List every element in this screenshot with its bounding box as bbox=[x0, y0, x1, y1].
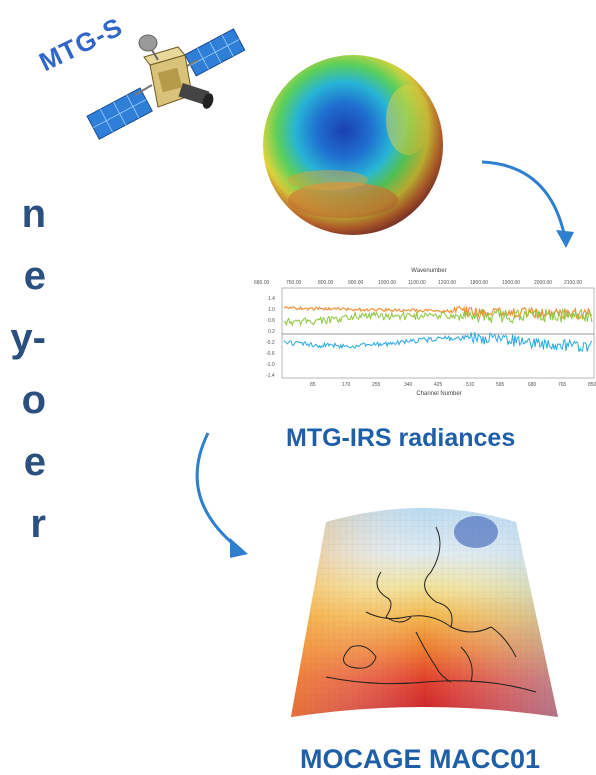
plot-y-tick: 1.4 bbox=[268, 296, 275, 302]
series-green bbox=[283, 307, 593, 327]
left-text-line: r bbox=[30, 502, 46, 546]
plot-top-tick: 1000.00 bbox=[378, 280, 396, 286]
left-text-line: e bbox=[23, 254, 46, 298]
plot-bottom-tick: 680 bbox=[528, 382, 537, 388]
plot-y-tick: 0.6 bbox=[268, 318, 275, 324]
caption-irs-radiances: MTG-IRS radiances bbox=[286, 424, 516, 452]
left-text-line: y- bbox=[10, 316, 46, 360]
plot-frame bbox=[281, 287, 595, 379]
plot-top-tick: 900.00 bbox=[348, 280, 364, 286]
plot-top-tick: 680.00 bbox=[254, 280, 270, 286]
plot-bottom-ticks: 85 170 255 340 425 510 595 680 765 850 bbox=[310, 382, 596, 388]
series-orange bbox=[283, 305, 593, 320]
caption-mocage: MOCAGE MACC01 bbox=[300, 744, 541, 774]
plot-bottom-tick: 510 bbox=[466, 382, 475, 388]
plot-bottom-tick: 595 bbox=[496, 382, 505, 388]
left-text-line: n bbox=[21, 192, 46, 236]
plot-bottom-tick: 850 bbox=[588, 382, 596, 388]
plot-top-tick: 1200.00 bbox=[438, 280, 456, 286]
radiance-spectrum-plot: Wavenumber 680.00 750.00 800.00 900.00 1… bbox=[244, 264, 596, 398]
plot-top-axis-title: Wavenumber bbox=[411, 268, 446, 274]
plot-top-ticks: 680.00 750.00 800.00 900.00 1000.00 1100… bbox=[254, 280, 582, 286]
plot-bottom-tick: 765 bbox=[558, 382, 567, 388]
plot-top-tick: 750.00 bbox=[286, 280, 302, 286]
plot-bottom-tick: 170 bbox=[342, 382, 351, 388]
arrow-globe-to-plot bbox=[481, 160, 574, 248]
plot-y-tick: 1.0 bbox=[268, 307, 275, 313]
arrow-plot-to-map bbox=[195, 432, 248, 558]
plot-bottom-tick: 85 bbox=[310, 382, 316, 388]
plot-y-tick: -0.6 bbox=[266, 351, 275, 357]
left-text-line: o bbox=[21, 378, 46, 422]
plot-bottom-tick: 425 bbox=[434, 382, 443, 388]
left-text-block: n e y- o e r bbox=[0, 183, 46, 555]
plot-y-tick: -1.4 bbox=[266, 373, 275, 379]
left-text-line: e bbox=[23, 440, 46, 484]
plot-bottom-axis-title: Channel Number bbox=[416, 391, 461, 397]
plot-y-tick: -0.2 bbox=[266, 340, 275, 346]
plot-top-tick: 2100.00 bbox=[564, 280, 582, 286]
ozone-globe-icon bbox=[263, 55, 443, 235]
satellite-icon bbox=[86, 28, 246, 140]
plot-top-tick: 1900.00 bbox=[502, 280, 520, 286]
plot-y-tick: -1.0 bbox=[266, 362, 275, 368]
plot-top-tick: 1100.00 bbox=[408, 280, 426, 286]
plot-top-tick: 1800.00 bbox=[470, 280, 488, 286]
plot-top-tick: 2000.00 bbox=[534, 280, 552, 286]
plot-bottom-tick: 255 bbox=[372, 382, 381, 388]
plot-y-tick: 0.2 bbox=[268, 329, 275, 335]
series-blue bbox=[283, 332, 593, 352]
europe-temperature-map-icon bbox=[291, 508, 558, 717]
plot-y-ticks: 1.4 1.0 0.6 0.2 -0.2 -0.6 -1.0 -1.4 bbox=[266, 296, 275, 379]
plot-top-tick: 800.00 bbox=[318, 280, 334, 286]
plot-bottom-tick: 340 bbox=[404, 382, 413, 388]
